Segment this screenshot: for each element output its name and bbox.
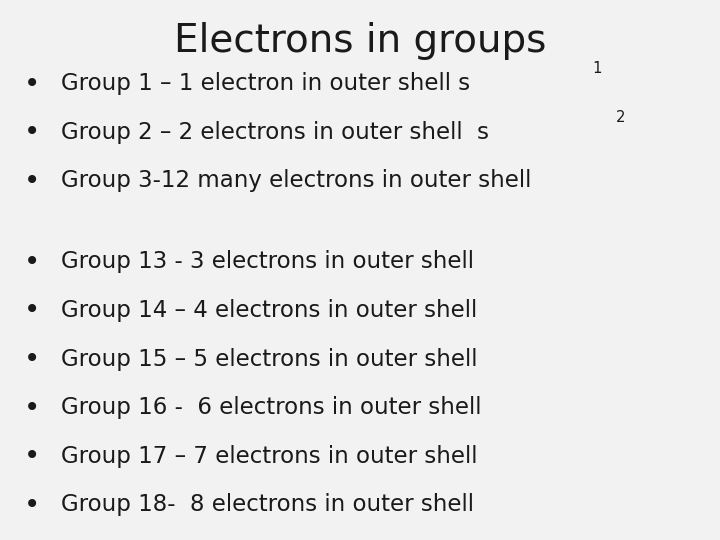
Text: Group 17 – 7 electrons in outer shell: Group 17 – 7 electrons in outer shell — [61, 445, 477, 468]
Text: 1: 1 — [592, 61, 601, 76]
Text: •: • — [24, 167, 40, 195]
Text: Group 18-  8 electrons in outer shell: Group 18- 8 electrons in outer shell — [61, 494, 474, 516]
Text: •: • — [24, 70, 40, 98]
Text: Electrons in groups: Electrons in groups — [174, 22, 546, 59]
Text: Group 15 – 5 electrons in outer shell: Group 15 – 5 electrons in outer shell — [61, 348, 477, 370]
Text: •: • — [24, 394, 40, 422]
Text: 2: 2 — [616, 110, 626, 125]
Text: Group 14 – 4 electrons in outer shell: Group 14 – 4 electrons in outer shell — [61, 299, 477, 322]
Text: Group 3-12 many electrons in outer shell: Group 3-12 many electrons in outer shell — [61, 170, 531, 192]
Text: •: • — [24, 248, 40, 276]
Text: •: • — [24, 296, 40, 325]
Text: •: • — [24, 442, 40, 470]
Text: •: • — [24, 491, 40, 519]
Text: •: • — [24, 345, 40, 373]
Text: Group 13 - 3 electrons in outer shell: Group 13 - 3 electrons in outer shell — [61, 251, 474, 273]
Text: Group 16 -  6 electrons in outer shell: Group 16 - 6 electrons in outer shell — [61, 396, 482, 419]
Text: Group 2 – 2 electrons in outer shell  s: Group 2 – 2 electrons in outer shell s — [61, 121, 489, 144]
Text: Group 1 – 1 electron in outer shell s: Group 1 – 1 electron in outer shell s — [61, 72, 470, 95]
Text: •: • — [24, 118, 40, 146]
